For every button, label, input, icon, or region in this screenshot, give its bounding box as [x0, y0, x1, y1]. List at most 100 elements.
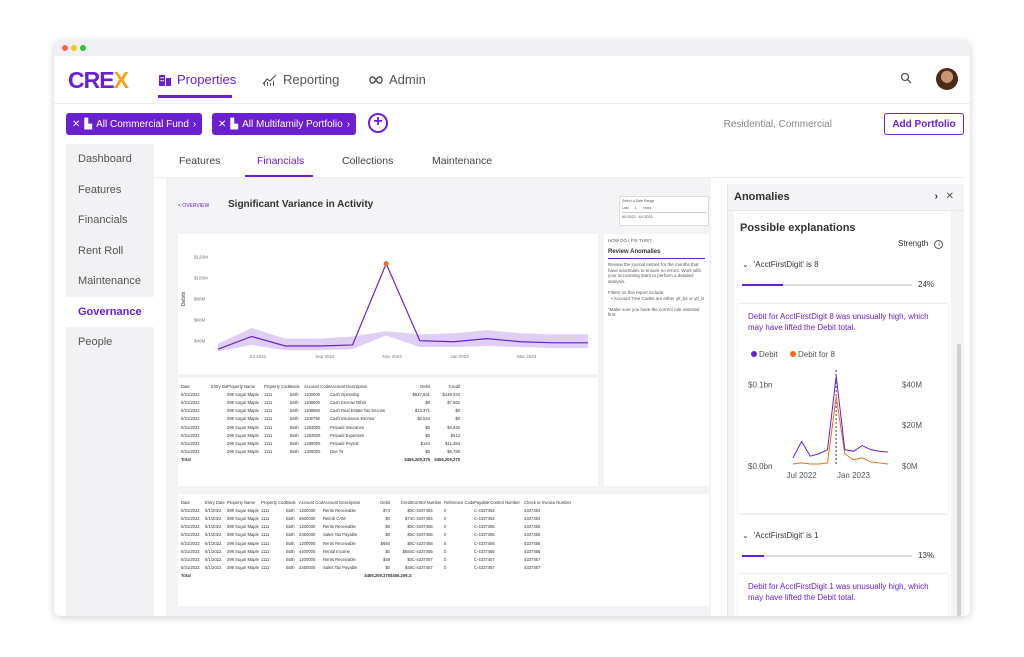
factor-2-explanation-card: Debit for AcctFirstDigit 1 was unusually… [738, 573, 948, 616]
sidebar-item-features[interactable]: Features [78, 183, 122, 196]
table-cell: 5/31/2022 [181, 565, 200, 571]
expected-range-band [218, 328, 588, 352]
table-cell: Account Description [323, 499, 361, 505]
table-cell: 1308000 [304, 449, 321, 455]
remove-chip-icon[interactable]: ✕ [218, 118, 227, 130]
table-row: 5/31/2022 5/1/2022 299 Sugar Maple 1111 Both… [181, 555, 706, 563]
table-cell: 1200000 [299, 540, 316, 546]
property-type-filter[interactable]: Residential, Commercial [723, 119, 832, 130]
factor-2-strength-bar [742, 555, 912, 557]
fund-filter-chip[interactable]: ✕ ▙ All Commercial Fund › [66, 113, 203, 135]
table-cell: 1111 [264, 408, 273, 414]
tab-collections[interactable]: Collections [342, 155, 394, 167]
nav-properties[interactable]: Properties [158, 72, 236, 87]
tab-features[interactable]: Features [179, 155, 221, 167]
table-cell: C-4337457 [412, 556, 433, 562]
table-cell: $455,209,375 [390, 573, 412, 579]
table-cell: 5/31/2022 [181, 432, 200, 438]
table-cell: $0 [407, 524, 412, 530]
table-cell: 1284500 [304, 432, 321, 438]
close-icon[interactable]: ✕ [945, 191, 954, 202]
y-tick-label: $120M [194, 254, 208, 259]
table-cell: Control Number [412, 499, 442, 505]
factor-1-header[interactable]: ⌄ 'AcctFirstDigit' is 8 [742, 260, 819, 269]
app-window: CREX Properties Reporting Admin ✕ ▙ All … [54, 40, 970, 616]
y-tick-label: $60M [194, 318, 206, 323]
sidebar-item-governance[interactable]: Governance [66, 296, 154, 327]
table-cell: C-4337456 [412, 540, 433, 546]
table-cell: Reference Code [444, 499, 474, 505]
maximize-window-button[interactable] [80, 45, 86, 51]
table-cell: 5/1/2022 [205, 532, 222, 538]
table-cell: 4337457 [524, 556, 541, 562]
search-icon[interactable] [900, 72, 912, 84]
date-range-count[interactable]: 1 [634, 206, 637, 210]
table-cell: Both [290, 399, 299, 405]
table-cell: 299 Sugar Maple [227, 532, 259, 538]
close-window-button[interactable] [62, 45, 68, 51]
nav-admin[interactable]: Admin [368, 72, 426, 87]
minimize-window-button[interactable] [71, 45, 77, 51]
expand-chevron-icon[interactable]: › [934, 191, 938, 202]
table-cell: 5/31/2022 [181, 548, 200, 554]
anomalies-scrollbar[interactable] [957, 344, 961, 616]
date-range-unit[interactable]: Years [642, 206, 652, 210]
table-cell: 5/31/2022 [181, 556, 200, 562]
table-cell: 299 Sugar Maple [227, 449, 259, 455]
table-cell: Sales Tax Payable [323, 532, 358, 538]
table-cell: 1111 [261, 548, 270, 554]
table-cell: Property Code [261, 499, 286, 505]
table-cell: $0 [385, 565, 390, 571]
table-cell: Check or Invoice Number [524, 499, 572, 505]
factor-1-explanation-card: Debit for AcctFirstDigit 8 was unusually… [738, 303, 948, 513]
remove-chip-icon[interactable]: ✕ [72, 118, 81, 130]
table-cell: 1200000 [299, 507, 316, 513]
table-cell: 4337455 [524, 524, 541, 530]
factor-1-label: 'AcctFirstDigit' is 8 [753, 260, 819, 269]
table-cell: $5,534 [417, 416, 430, 422]
table-cell: C-4337456 [474, 548, 495, 554]
table-cell: $0 [425, 399, 430, 405]
table-cell: 299 Sugar Maple [227, 548, 259, 554]
tab-maintenance[interactable]: Maintenance [432, 155, 493, 167]
sidebar-item-rent-roll[interactable]: Rent Roll [78, 244, 124, 257]
user-avatar[interactable] [936, 68, 958, 90]
sidebar-item-maintenance[interactable]: Maintenance [78, 275, 141, 288]
portfolio-filter-chip[interactable]: ✕ ▙ All Multifamily Portfolio › [212, 113, 357, 135]
table-cell: 0 [444, 532, 447, 538]
sidebar-item-financials[interactable]: Financials [78, 214, 128, 227]
table-cell: 4500000 [299, 515, 316, 521]
tab-financials[interactable]: Financials [257, 155, 305, 167]
debits-line-chart: Debits $120M $100M $80M $60M $40M Jul 2022 Sep … [181, 254, 588, 359]
table-cell: 4400000 [299, 548, 316, 554]
table-cell: $48 [383, 556, 390, 562]
date-range-last[interactable]: Last [622, 206, 629, 210]
table-total-row: Total $455,209,375$455,209,375 [181, 572, 706, 580]
table-cell: 0 [444, 548, 447, 554]
factor-2-explanation: Debit for AcctFirstDigit 1 was unusually… [748, 582, 929, 602]
logo[interactable]: CREX [68, 67, 129, 94]
factor-2-header[interactable]: ⌄ 'AcctFirstDigit' is 1 [742, 531, 819, 540]
info-icon[interactable]: i [934, 240, 944, 249]
add-portfolio-button[interactable]: Add Portfolio [884, 113, 964, 135]
anomaly-point[interactable] [383, 261, 389, 267]
table-cell: $0 [425, 449, 430, 455]
table-cell: Prepaid Expenses [330, 432, 364, 438]
anomaly-mini-chart: Debit Debit for 8 $0.1bn $0.0bn $40M $20M $0M J… [748, 350, 922, 480]
date-range-picker[interactable]: Select a Date Range Last 1 Years 6/1/202… [619, 196, 709, 226]
overview-back-link[interactable]: < OVERVIEW [178, 203, 210, 209]
table-cell: Prepaid Payroll [330, 440, 359, 446]
add-filter-plus-icon[interactable]: + [368, 113, 388, 133]
table-cell: 1289000 [304, 440, 321, 446]
date-range-label: Select a Date Range [622, 199, 655, 203]
table-cell: Both [286, 515, 295, 521]
table-cell: Both [286, 524, 295, 530]
table-cell: Sales Tax Payable [323, 565, 358, 571]
nav-reporting[interactable]: Reporting [262, 72, 339, 87]
sidebar-item-people[interactable]: People [78, 336, 113, 349]
table-cell: 299 Sugar Maple [227, 507, 259, 513]
table-cell: Book [290, 383, 300, 389]
sidebar-item-dashboard[interactable]: Dashboard [78, 153, 132, 166]
table-cell: $144 [420, 440, 430, 446]
